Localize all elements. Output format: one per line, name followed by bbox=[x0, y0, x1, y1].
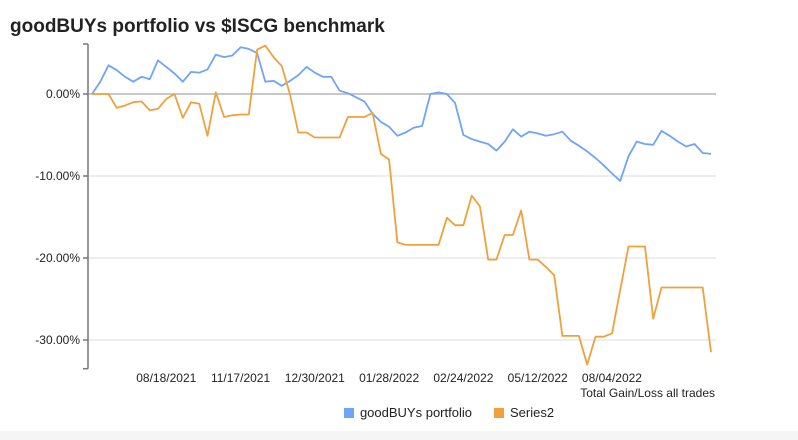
x-tick-label: 02/24/2022 bbox=[433, 371, 493, 385]
y-tick-label: -30.00% bbox=[35, 333, 80, 347]
legend-label: goodBUYs portfolio bbox=[359, 405, 472, 420]
x-tick-label: 12/30/2021 bbox=[285, 371, 345, 385]
legend-swatch bbox=[343, 407, 354, 418]
legend-item-series2[interactable]: Series2 bbox=[493, 405, 555, 420]
legend-label: Series2 bbox=[509, 405, 555, 420]
x-axis-labels: 08/18/2021 11/17/2021 12/30/2021 01/28/2022… bbox=[136, 371, 642, 385]
x-tick-label: 01/28/2022 bbox=[359, 371, 419, 385]
y-tick-label: -10.00% bbox=[35, 169, 80, 183]
gridlines bbox=[88, 93, 716, 341]
series-line-0 bbox=[91, 46, 712, 182]
x-tick-label: 08/04/2022 bbox=[582, 371, 642, 385]
series-line-1 bbox=[92, 44, 712, 366]
legend-swatch bbox=[493, 407, 504, 418]
legend-item-portfolio[interactable]: goodBUYs portfolio bbox=[343, 405, 472, 420]
chart-annotation: Total Gain/Loss all trades bbox=[580, 386, 715, 400]
legend: goodBUYs portfolio Series2 bbox=[0, 405, 798, 420]
y-tick-label: -20.00% bbox=[35, 251, 80, 265]
footer-strip bbox=[0, 431, 798, 440]
series-lines bbox=[91, 44, 712, 366]
y-tick-label: 0.00% bbox=[46, 87, 80, 101]
chart-title: goodBUYs portfolio vs $ISCG benchmark bbox=[10, 16, 385, 37]
x-tick-label: 08/18/2021 bbox=[136, 371, 196, 385]
x-tick-label: 05/12/2022 bbox=[508, 371, 568, 385]
x-tick-label: 11/17/2021 bbox=[211, 371, 270, 385]
y-axis: 0.00% -10.00% -20.00% -30.00% bbox=[35, 43, 89, 370]
